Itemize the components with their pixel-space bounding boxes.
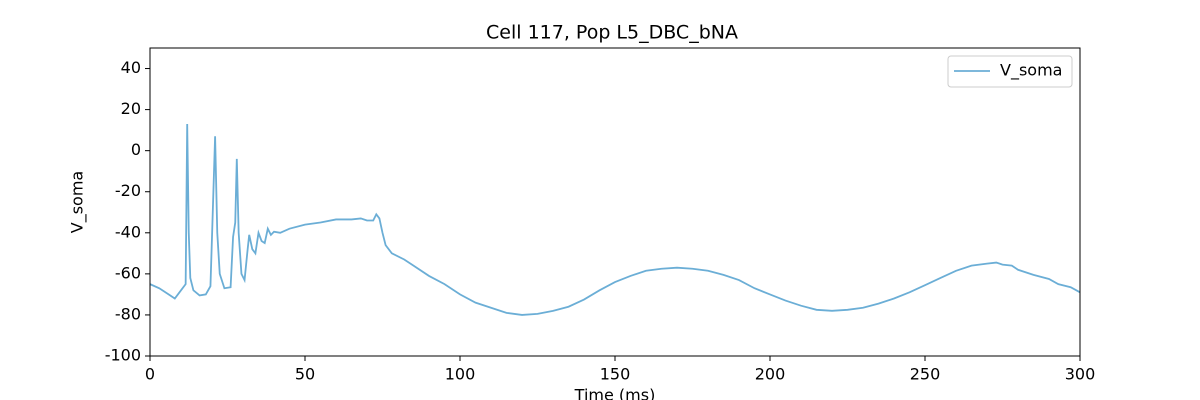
chart-title: Cell 117, Pop L5_DBC_bNA: [486, 22, 738, 44]
plot-frame: [149, 47, 1081, 357]
x-tick-label: 100: [445, 365, 476, 384]
x-tick-label: 250: [910, 365, 941, 384]
y-tick-label: 20: [121, 99, 141, 118]
x-tick-label: 0: [145, 365, 155, 384]
x-tick-label: 300: [1065, 365, 1096, 384]
y-axis-label: V_soma: [68, 171, 88, 233]
x-tick-label: 200: [755, 365, 786, 384]
y-tick-label: 0: [131, 140, 141, 159]
y-tick-label: -40: [115, 222, 141, 241]
data-line: [149, 123, 1081, 316]
x-tick-label: 150: [600, 365, 631, 384]
x-axis-label: Time (ms): [574, 386, 656, 400]
y-tick-label: -20: [115, 181, 141, 200]
y-tick-label: -60: [115, 263, 141, 282]
legend-label: V_soma: [1000, 61, 1062, 81]
x-tick-label: 50: [295, 365, 315, 384]
legend-box: [947, 55, 1073, 88]
y-tick-label: -100: [105, 346, 141, 365]
y-tick-label: -80: [115, 304, 141, 323]
y-tick-label: 40: [121, 58, 141, 77]
